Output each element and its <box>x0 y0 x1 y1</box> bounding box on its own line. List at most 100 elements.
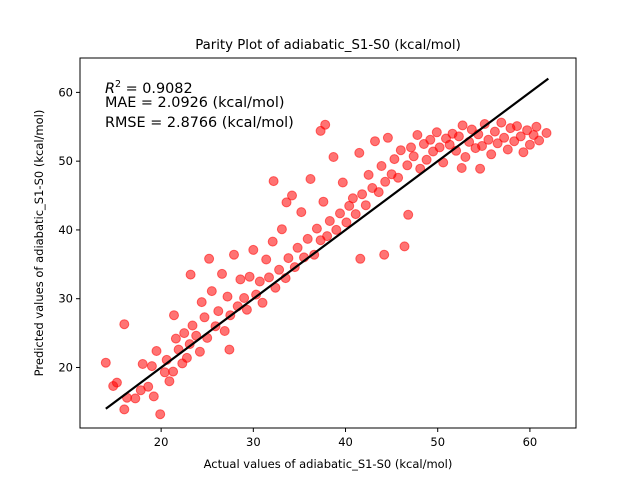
scatter-point <box>331 224 342 235</box>
scatter-point <box>181 352 192 363</box>
x-tick-label: 40 <box>338 435 353 449</box>
scatter-point <box>431 127 442 138</box>
scatter-point <box>453 131 464 142</box>
mae-annotation: MAE = 2.0926 (kcal/mol) <box>105 95 284 111</box>
scatter-point <box>170 333 181 344</box>
scatter-point <box>119 319 130 330</box>
scatter-point <box>213 306 224 317</box>
y-tick-label: 30 <box>58 292 73 306</box>
y-tick-label: 60 <box>58 85 73 99</box>
scatter-point <box>146 361 157 372</box>
scatter-point <box>315 125 326 136</box>
scatter-point <box>354 147 365 158</box>
scatter-point <box>395 145 406 156</box>
scatter-point <box>155 409 166 420</box>
scatter-point <box>302 233 313 244</box>
rmse-annotation: RMSE = 2.8766 (kcal/mol) <box>105 115 294 131</box>
scatter-point <box>444 139 455 150</box>
scatter-point <box>492 138 503 149</box>
r-squared-superscript: 2 <box>115 79 121 90</box>
y-axis-ticks: 20 30 40 50 60 <box>58 85 80 374</box>
x-tick-label: 60 <box>523 435 538 449</box>
scatter-point <box>169 310 179 321</box>
y-tick-label: 20 <box>58 360 73 374</box>
scatter-point <box>204 253 215 264</box>
scatter-point <box>341 217 352 228</box>
scatter-point <box>224 344 235 355</box>
scatter-point <box>489 126 500 137</box>
scatter-point <box>496 117 507 128</box>
scatter-point <box>335 208 345 219</box>
scatter-points-group <box>100 117 552 420</box>
scatter-point <box>389 154 400 165</box>
scatter-point <box>337 177 348 188</box>
scatter-point <box>483 134 494 145</box>
scatter-point <box>137 359 148 369</box>
scatter-point <box>524 139 535 150</box>
scatter-point <box>151 346 162 356</box>
scatter-point <box>360 200 371 211</box>
scatter-point <box>475 163 486 174</box>
scatter-point <box>347 193 358 204</box>
scatter-point <box>239 293 250 303</box>
y-axis-label: Predicted values of adiabatic_S1-S0 (kca… <box>32 110 46 377</box>
scatter-point <box>311 223 322 234</box>
scatter-point <box>328 152 339 162</box>
scatter-point <box>111 377 122 388</box>
scatter-point <box>283 253 294 264</box>
scatter-point <box>248 244 259 255</box>
scatter-point <box>305 174 316 184</box>
scatter-point <box>292 242 303 253</box>
scatter-point <box>412 130 423 140</box>
scatter-point <box>235 274 246 285</box>
scatter-point <box>373 187 384 198</box>
scatter-point <box>196 297 207 308</box>
scatter-point <box>130 393 141 404</box>
scatter-point <box>274 264 285 275</box>
scatter-point <box>267 236 278 247</box>
scatter-point <box>382 132 393 143</box>
scatter-point <box>119 404 130 415</box>
scatter-point <box>219 326 230 336</box>
scatter-point <box>318 196 329 207</box>
scatter-point <box>268 176 279 187</box>
scatter-point <box>264 272 274 283</box>
scatter-point <box>434 142 445 153</box>
scatter-point <box>531 121 542 132</box>
parity-reference-line <box>105 77 549 410</box>
scatter-point <box>187 320 198 331</box>
scatter-point <box>241 304 252 315</box>
x-tick-label: 30 <box>246 435 261 449</box>
scatter-point <box>261 254 272 265</box>
scatter-point <box>287 190 297 201</box>
scatter-point <box>254 276 265 287</box>
y-tick-label: 50 <box>58 154 73 168</box>
scatter-point <box>222 291 233 302</box>
scatter-point <box>406 142 416 153</box>
scatter-point <box>403 209 414 220</box>
scatter-point <box>541 128 552 138</box>
scatter-point <box>457 120 468 131</box>
chart-title: Parity Plot of adiabatic_S1-S0 (kcal/mol… <box>195 38 461 53</box>
scatter-point <box>518 147 529 158</box>
scatter-point <box>499 132 510 143</box>
scatter-point <box>408 151 419 162</box>
scatter-point <box>324 216 335 226</box>
scatter-point <box>515 131 526 142</box>
r-squared-annotation: R2 = 0.9082 <box>105 79 193 97</box>
scatter-point <box>281 197 292 208</box>
scatter-point <box>357 189 368 200</box>
scatter-point <box>402 160 413 171</box>
x-tick-label: 50 <box>430 435 445 449</box>
scatter-point <box>148 391 159 402</box>
plot-area-frame <box>79 57 577 429</box>
scatter-point <box>376 161 387 171</box>
x-axis-label: Actual values of adiabatic_S1-S0 (kcal/m… <box>204 457 453 471</box>
scatter-point <box>100 357 111 368</box>
scatter-point <box>512 121 522 132</box>
scatter-point <box>179 328 190 339</box>
scatter-point <box>229 249 239 260</box>
scatter-point <box>164 376 175 387</box>
scatter-point <box>534 135 545 146</box>
